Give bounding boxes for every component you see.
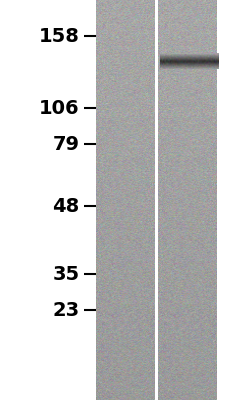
Text: 35: 35	[52, 264, 79, 284]
Text: 106: 106	[39, 98, 79, 118]
Text: 79: 79	[53, 134, 79, 154]
Text: 23: 23	[52, 300, 79, 320]
Text: 158: 158	[39, 26, 79, 46]
Text: 48: 48	[52, 196, 79, 216]
